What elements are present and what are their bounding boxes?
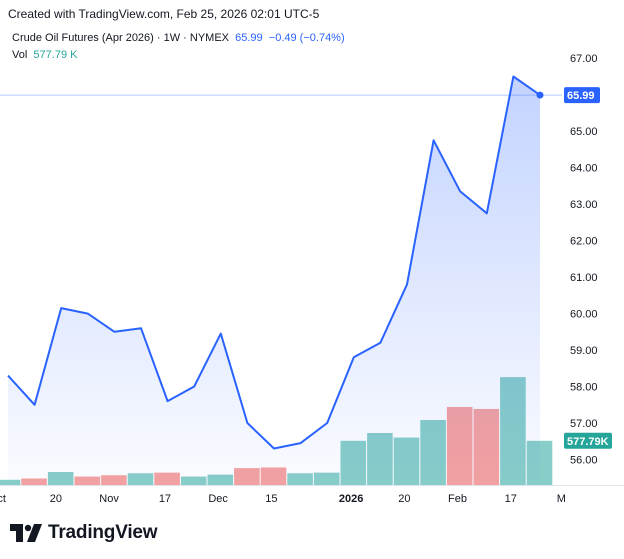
- x-tick-label: Nov: [99, 493, 119, 505]
- x-tick-label: M: [557, 493, 566, 505]
- volume-value: 577.79 K: [33, 49, 78, 61]
- y-tick-label: 60.00: [570, 309, 598, 321]
- last-price: 65.99: [235, 32, 263, 44]
- brand-name: TradingView: [48, 522, 158, 543]
- y-axis: 56.00 57.00 58.00 59.00 60.00 61.00 62.00 63.00…: [570, 53, 598, 466]
- price-chart[interactable]: 56.00 57.00 58.00 59.00 60.00 61.00 62.00 63.00…: [0, 0, 624, 520]
- brand-logo[interactable]: TradingView: [10, 522, 158, 544]
- tradingview-logo-icon: [10, 524, 42, 542]
- x-tick-label: 17: [505, 493, 517, 505]
- last-price-tag: 65.99: [567, 90, 595, 102]
- legend-volume-row[interactable]: Vol 577.79 K: [12, 47, 345, 64]
- y-tick-label: 56.00: [570, 454, 598, 466]
- x-tick-label: 15: [265, 493, 277, 505]
- y-tick-label: 62.00: [570, 236, 598, 248]
- y-tick-label: 65.00: [570, 126, 598, 138]
- axis-tags: 65.99 577.79K: [564, 87, 612, 449]
- last-volume-tag-bg: [564, 432, 612, 449]
- y-tick-label: 64.00: [570, 163, 598, 175]
- chart-credit: Created with TradingView.com, Feb 25, 20…: [8, 7, 320, 21]
- x-tick-label: 2026: [339, 493, 363, 505]
- y-tick-label: 58.00: [570, 382, 598, 394]
- y-tick-label: 57.00: [570, 418, 598, 430]
- price-area: [8, 76, 540, 485]
- last-price-dot: [536, 91, 544, 99]
- legend-symbol-row[interactable]: Crude Oil Futures (Apr 2026) · 1W · NYME…: [12, 30, 345, 47]
- y-tick-label: 59.00: [570, 345, 598, 357]
- y-tick-label: 61.00: [570, 272, 598, 284]
- last-price-tag-bg: [564, 87, 600, 104]
- price-change: −0.49 (−0.74%): [268, 32, 345, 44]
- last-volume-tag: 577.79K: [567, 436, 609, 448]
- x-tick-label: Feb: [448, 493, 467, 505]
- chart-legend: Crude Oil Futures (Apr 2026) · 1W · NYME…: [12, 30, 345, 64]
- x-tick-label: 20: [398, 493, 410, 505]
- y-tick-label: 63.00: [570, 199, 598, 211]
- x-tick-label: 17: [159, 493, 171, 505]
- x-axis: Oct 20 Nov 17 Dec 15 2026 20 Feb 17 M: [0, 485, 624, 505]
- price-line: [7, 75, 541, 450]
- x-tick-label: Dec: [208, 493, 228, 505]
- x-tick-label: Oct: [0, 493, 6, 505]
- volume-label: Vol: [12, 49, 28, 61]
- x-tick-label: 20: [50, 493, 62, 505]
- y-tick-label: 67.00: [570, 53, 598, 65]
- symbol-description: Crude Oil Futures (Apr 2026) · 1W · NYME…: [12, 32, 230, 44]
